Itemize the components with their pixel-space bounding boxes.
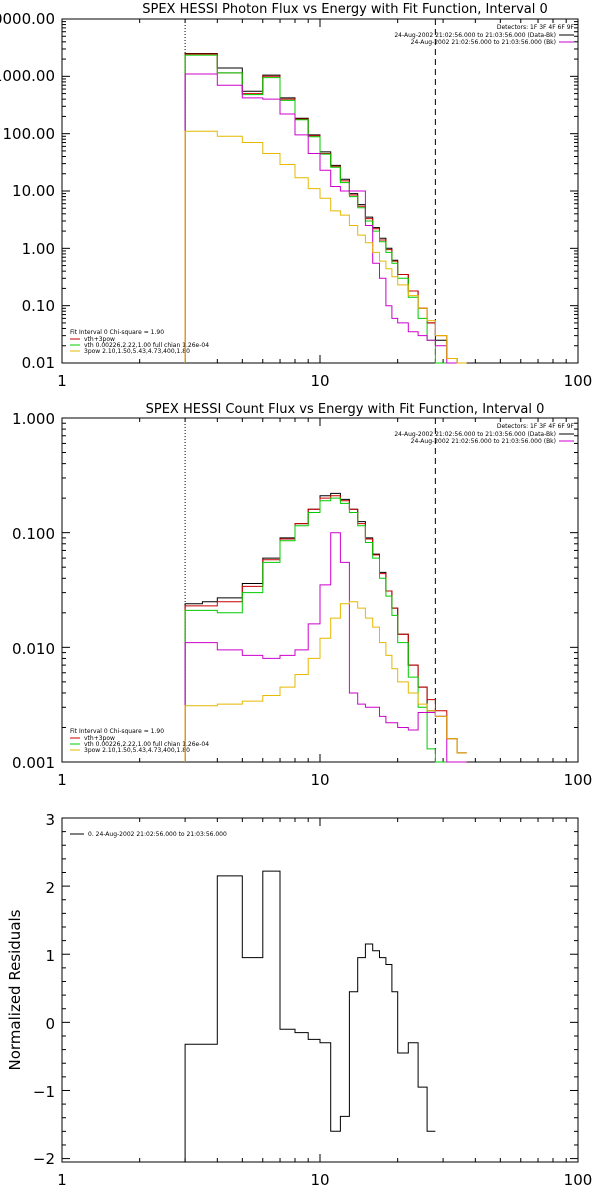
- y-tick-label: 0.01: [22, 354, 55, 372]
- legend-label: vth 0.00226,2.22,1.00 full chian 1.26e-0…: [84, 342, 209, 349]
- series-3-line: [184, 532, 467, 763]
- count-flux-x-axis: 1 10 100: [57, 771, 592, 789]
- y-tick-label: 0: [45, 1015, 55, 1033]
- residuals-plot-frame: [61, 817, 579, 1163]
- residuals-legend-label: 0. 24-Aug-2002 21:02:56.000 to 21:03:56.…: [88, 831, 227, 838]
- residuals-y-axis-label: Normalized Residuals: [6, 909, 24, 1070]
- y-tick-label: 0.100: [12, 525, 55, 543]
- count-flux-y-axis: 1.000 0.100 0.010 0.001: [12, 410, 55, 772]
- data-bk-text: 24-Aug-2002 21:02:56.000 to 21:03:56.000…: [394, 431, 556, 438]
- legend-label: 3pow 2.10,1.50,5.43,4.73,400,1.80: [84, 348, 190, 355]
- series-0-line: [184, 492, 467, 762]
- series-4-line: [184, 601, 467, 762]
- series-0-line: [184, 53, 467, 364]
- legend-label: vth+3pow: [84, 336, 115, 343]
- series-0-line: [184, 870, 436, 1162]
- y-tick-label: 2: [45, 879, 55, 897]
- y-tick-label: −2: [33, 1150, 55, 1168]
- photon-flux-header: Detectors: 1F 3F 4F 6F 9F 24-Aug-2002 21…: [394, 24, 574, 46]
- series-1-line: [184, 53, 467, 364]
- fit-info-text: Fit Interval 0 Chi-square = 1.90: [70, 728, 164, 735]
- fit-info-text: Fit Interval 0 Chi-square = 1.90: [70, 329, 164, 336]
- detectors-text: Detectors: 1F 3F 4F 6F 9F: [497, 24, 575, 31]
- y-tick-label: 1.000: [12, 410, 55, 428]
- residuals-x-axis: 1 10 100: [57, 1171, 592, 1189]
- y-tick-label: 100.00: [3, 125, 56, 143]
- data-bk-text: 24-Aug-2002 21:02:56.000 to 21:03:56.000…: [394, 32, 556, 39]
- y-tick-label: 10.00: [12, 182, 55, 200]
- y-tick-label: 0.010: [12, 640, 55, 658]
- residuals-y-axis: 3 2 1 0 −1 −2: [33, 811, 55, 1168]
- y-tick-label: 1: [45, 947, 55, 965]
- x-tick-label: 1: [57, 1171, 67, 1189]
- photon-flux-fit-legend: Fit Interval 0 Chi-square = 1.90 vth+3po…: [70, 329, 209, 355]
- y-tick-label: 1.00: [22, 240, 55, 258]
- series-3-line: [184, 73, 467, 364]
- series-4-line: [184, 130, 467, 364]
- photon-flux-panel: SPEX HESSI Photon Flux vs Energy with Fi…: [0, 2, 592, 390]
- y-tick-label: 0.10: [22, 297, 55, 315]
- x-tick-label: 10: [310, 372, 329, 390]
- legend-label: vth+3pow: [84, 735, 115, 742]
- series-2-line: [184, 497, 467, 763]
- legend-label: 3pow 2.10,1.50,5.43,4.73,400,1.80: [84, 747, 190, 754]
- detectors-text: Detectors: 1F 3F 4F 6F 9F: [497, 423, 575, 430]
- y-tick-label: −1: [33, 1083, 55, 1101]
- y-tick-label: 3: [45, 811, 55, 829]
- count-flux-header: Detectors: 1F 3F 4F 6F 9F 24-Aug-2002 21…: [394, 423, 574, 445]
- series-2-line: [184, 54, 467, 364]
- x-tick-label: 1: [57, 771, 67, 789]
- bk-text: 24-Aug-2002 21:02:56.000 to 21:03:56.000…: [411, 39, 556, 46]
- x-tick-label: 10: [310, 771, 329, 789]
- photon-flux-title: SPEX HESSI Photon Flux vs Energy with Fi…: [142, 2, 548, 17]
- count-flux-title: SPEX HESSI Count Flux vs Energy with Fit…: [146, 402, 545, 417]
- x-tick-label: 100: [564, 372, 593, 390]
- x-tick-label: 10: [310, 1171, 329, 1189]
- series-1-line: [184, 495, 467, 762]
- y-tick-label: 0.001: [12, 754, 55, 772]
- bk-text: 24-Aug-2002 21:02:56.000 to 21:03:56.000…: [411, 438, 556, 445]
- x-tick-label: 1: [57, 372, 67, 390]
- photon-flux-x-axis: 1 10 100: [57, 372, 592, 390]
- count-flux-panel: SPEX HESSI Count Flux vs Energy with Fit…: [12, 402, 592, 789]
- count-flux-fit-legend: Fit Interval 0 Chi-square = 1.90 vth+3po…: [70, 728, 209, 754]
- residuals-panel: Normalized Residuals 1 10 100 3 2 1 0 −1…: [6, 811, 592, 1189]
- legend-label: vth 0.00226,2.22,1.00 full chian 1.26e-0…: [84, 741, 209, 748]
- x-tick-label: 100: [564, 771, 593, 789]
- x-tick-label: 100: [564, 1171, 593, 1189]
